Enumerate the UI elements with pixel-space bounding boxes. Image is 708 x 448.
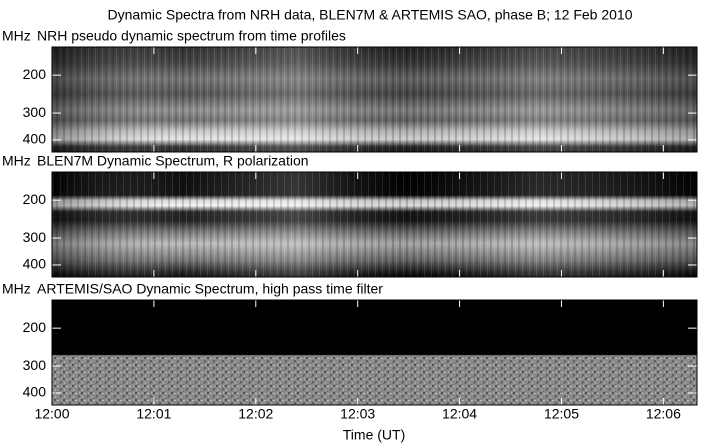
y-tick-label: 300: [23, 357, 47, 373]
chart-title: Dynamic Spectra from NRH data, BLEN7M & …: [108, 7, 633, 23]
y-tick-label: 300: [23, 229, 47, 245]
y-unit: MHz: [2, 28, 31, 44]
y-tick-label: 400: [23, 131, 47, 147]
panel-subtitle: NRH pseudo dynamic spectrum from time pr…: [37, 28, 346, 44]
x-axis-label: Time (UT): [343, 427, 405, 443]
y-unit: MHz: [2, 153, 31, 169]
x-tick-label: 12:06: [646, 406, 681, 422]
plot-frame: [51, 46, 698, 153]
y-tick-label: 200: [23, 191, 47, 207]
y-tick-label: 400: [23, 384, 47, 400]
spectrum-shading: [52, 172, 697, 277]
panel-subtitle: BLEN7M Dynamic Spectrum, R polarization: [37, 153, 309, 169]
plot-frame: [51, 299, 698, 406]
y-tick-label: 200: [23, 66, 47, 82]
x-tick-label: 12:02: [238, 406, 273, 422]
spectrum-noise: [52, 355, 697, 405]
y-tick-label: 400: [23, 256, 47, 272]
panel-subtitle: ARTEMIS/SAO Dynamic Spectrum, high pass …: [37, 281, 383, 297]
x-tick-label: 12:04: [442, 406, 477, 422]
spectrum-shading: [52, 47, 697, 152]
y-unit: MHz: [2, 281, 31, 297]
x-tick-label: 12:00: [34, 406, 69, 422]
y-tick-label: 200: [23, 319, 47, 335]
y-tick-label: 300: [23, 104, 47, 120]
x-tick-label: 12:01: [136, 406, 171, 422]
plot-frame: [51, 171, 698, 278]
x-tick-label: 12:03: [340, 406, 375, 422]
x-tick-label: 12:05: [544, 406, 579, 422]
